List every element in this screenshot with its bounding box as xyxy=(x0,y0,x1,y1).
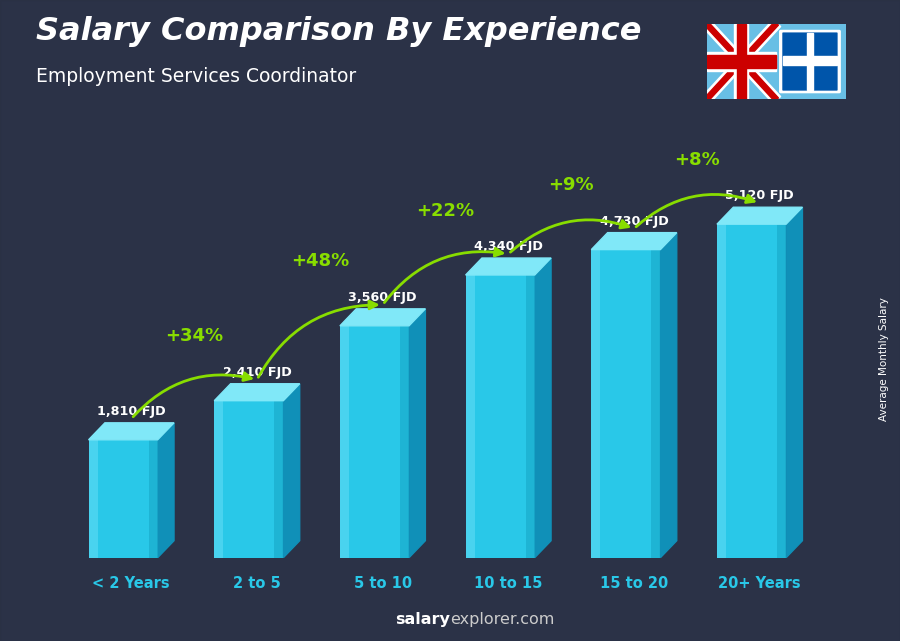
FancyBboxPatch shape xyxy=(782,33,838,90)
FancyArrowPatch shape xyxy=(636,194,754,227)
Bar xyxy=(340,326,349,558)
Text: 10 to 15: 10 to 15 xyxy=(474,576,543,591)
Bar xyxy=(591,249,661,558)
Bar xyxy=(214,401,223,558)
Polygon shape xyxy=(535,258,551,558)
Polygon shape xyxy=(465,258,551,275)
Text: 2,410 FJD: 2,410 FJD xyxy=(222,366,292,379)
FancyArrowPatch shape xyxy=(258,301,377,378)
Bar xyxy=(734,24,749,99)
Polygon shape xyxy=(214,384,300,401)
Text: < 2 Years: < 2 Years xyxy=(93,576,170,591)
FancyArrowPatch shape xyxy=(510,220,628,252)
Text: +22%: +22% xyxy=(417,202,474,220)
Text: 15 to 20: 15 to 20 xyxy=(600,576,668,591)
FancyBboxPatch shape xyxy=(779,29,841,94)
Polygon shape xyxy=(158,423,174,558)
Text: +9%: +9% xyxy=(548,176,594,194)
Polygon shape xyxy=(702,21,780,102)
Text: 4,730 FJD: 4,730 FJD xyxy=(599,215,669,228)
Text: salary: salary xyxy=(395,612,450,627)
Bar xyxy=(783,56,837,65)
FancyArrowPatch shape xyxy=(133,373,251,417)
Polygon shape xyxy=(591,233,677,249)
Bar xyxy=(88,440,97,558)
Text: 5 to 10: 5 to 10 xyxy=(354,576,411,591)
Text: Employment Services Coordinator: Employment Services Coordinator xyxy=(36,67,356,87)
Bar xyxy=(807,33,813,90)
Bar xyxy=(591,249,600,558)
Bar xyxy=(706,52,776,71)
Polygon shape xyxy=(717,207,803,224)
Text: 5,120 FJD: 5,120 FJD xyxy=(725,189,794,203)
Text: Average Monthly Salary: Average Monthly Salary xyxy=(878,297,889,421)
Text: 1,810 FJD: 1,810 FJD xyxy=(97,405,166,418)
Bar xyxy=(274,401,284,558)
Bar xyxy=(340,326,410,558)
Bar xyxy=(777,224,786,558)
Polygon shape xyxy=(705,22,778,101)
Bar xyxy=(652,249,661,558)
Bar xyxy=(88,440,158,558)
Polygon shape xyxy=(786,207,803,558)
Polygon shape xyxy=(340,309,426,326)
Bar xyxy=(465,275,474,558)
Polygon shape xyxy=(702,21,780,102)
Bar xyxy=(465,275,535,558)
Bar xyxy=(526,275,535,558)
Text: 4,340 FJD: 4,340 FJD xyxy=(474,240,543,253)
Text: 2 to 5: 2 to 5 xyxy=(233,576,281,591)
Bar xyxy=(717,224,726,558)
Text: Salary Comparison By Experience: Salary Comparison By Experience xyxy=(36,16,642,47)
Polygon shape xyxy=(88,423,174,440)
Bar xyxy=(737,24,745,99)
Bar xyxy=(706,55,776,68)
Text: +8%: +8% xyxy=(674,151,720,169)
Text: 3,560 FJD: 3,560 FJD xyxy=(348,291,417,304)
Polygon shape xyxy=(410,309,426,558)
Bar xyxy=(148,440,157,558)
Text: explorer.com: explorer.com xyxy=(450,612,554,627)
Bar xyxy=(400,326,410,558)
Text: +48%: +48% xyxy=(291,253,349,271)
FancyArrowPatch shape xyxy=(384,248,502,303)
Bar xyxy=(214,401,284,558)
Text: +34%: +34% xyxy=(165,328,223,345)
Bar xyxy=(717,224,786,558)
Polygon shape xyxy=(705,22,778,101)
Polygon shape xyxy=(284,384,300,558)
Polygon shape xyxy=(661,233,677,558)
Text: 20+ Years: 20+ Years xyxy=(718,576,801,591)
